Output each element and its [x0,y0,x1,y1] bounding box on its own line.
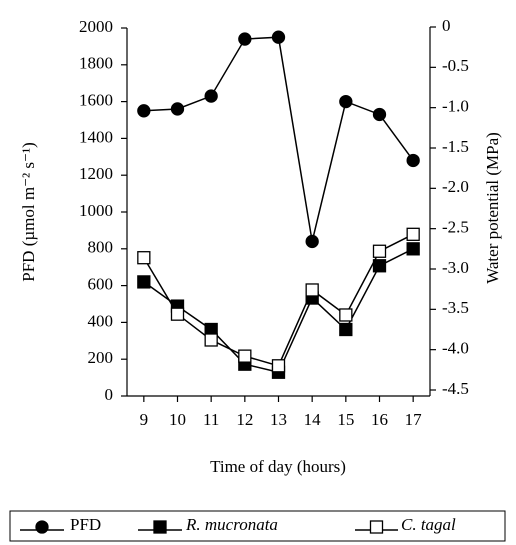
series-line [143,248,414,374]
y-tick-label: 1200 [79,164,113,183]
x-tick-label: 13 [270,410,287,429]
y-tick-label: 1800 [79,54,113,73]
x-tick-label: 9 [140,410,149,429]
y-tick-label: 2000 [79,17,113,36]
data-point [406,227,420,241]
legend-marker [35,520,49,534]
x-axis-title: Time of day (hours) [210,457,346,476]
data-point [339,308,353,322]
y2-tick-label: -2.5 [442,218,469,237]
data-point [137,251,151,265]
data-point [305,283,319,297]
data-point [406,242,420,256]
data-point [204,333,218,347]
y2-tick-label: -0.5 [442,56,469,75]
x-tick-label: 15 [337,410,354,429]
y2-tick-label: 0 [442,16,451,35]
legend-marker [153,520,167,534]
data-point [372,107,387,122]
data-point [238,32,252,46]
data-point [339,94,353,109]
series-line [143,36,414,242]
legend-marker [369,520,384,534]
legend-label: C. tagal [401,515,456,534]
legend-label: R. mucronata [185,515,278,534]
data-point [204,89,218,103]
legend-box [9,510,506,542]
x-tick-label: 12 [236,410,253,429]
x-tick-label: 11 [203,410,219,429]
x-tick-label: 16 [371,410,388,429]
y-tick-label: 1400 [79,127,113,146]
y-tick-label: 200 [88,348,114,367]
x-tick-label: 17 [405,410,423,429]
y2-tick-label: -4.5 [442,379,469,398]
data-point [271,30,286,44]
y-tick-label: 400 [88,311,114,330]
y2-tick-label: -3.0 [442,258,469,277]
data-point [170,102,185,116]
y-tick-label: 600 [88,275,114,294]
data-point [305,234,319,249]
data-point [372,244,387,258]
y-tick-label: 1600 [79,91,113,110]
data-point [137,275,151,289]
data-point [271,359,286,373]
legend-label: PFD [70,515,101,534]
y-tick-label: 0 [105,385,114,404]
y-tick-label: 800 [88,238,114,257]
y2-tick-label: -3.5 [442,298,469,317]
y-tick-label: 1000 [79,201,113,220]
data-point [339,322,353,337]
y-axis-title: PFD (µmol m⁻² s⁻¹) [19,142,38,281]
data-point [170,307,185,321]
y2-tick-label: -1.5 [442,137,469,156]
y2-tick-label: -1.0 [442,97,469,116]
data-point [238,349,252,363]
x-tick-label: 14 [304,410,322,429]
y2-tick-label: -4.0 [442,339,469,358]
data-point [372,259,387,273]
y2-axis-title: Water potential (MPa) [483,132,502,284]
data-point [406,153,420,168]
data-point [137,104,151,118]
y2-tick-label: -2.0 [442,177,469,196]
x-tick-label: 10 [169,410,186,429]
series-line [143,233,414,367]
